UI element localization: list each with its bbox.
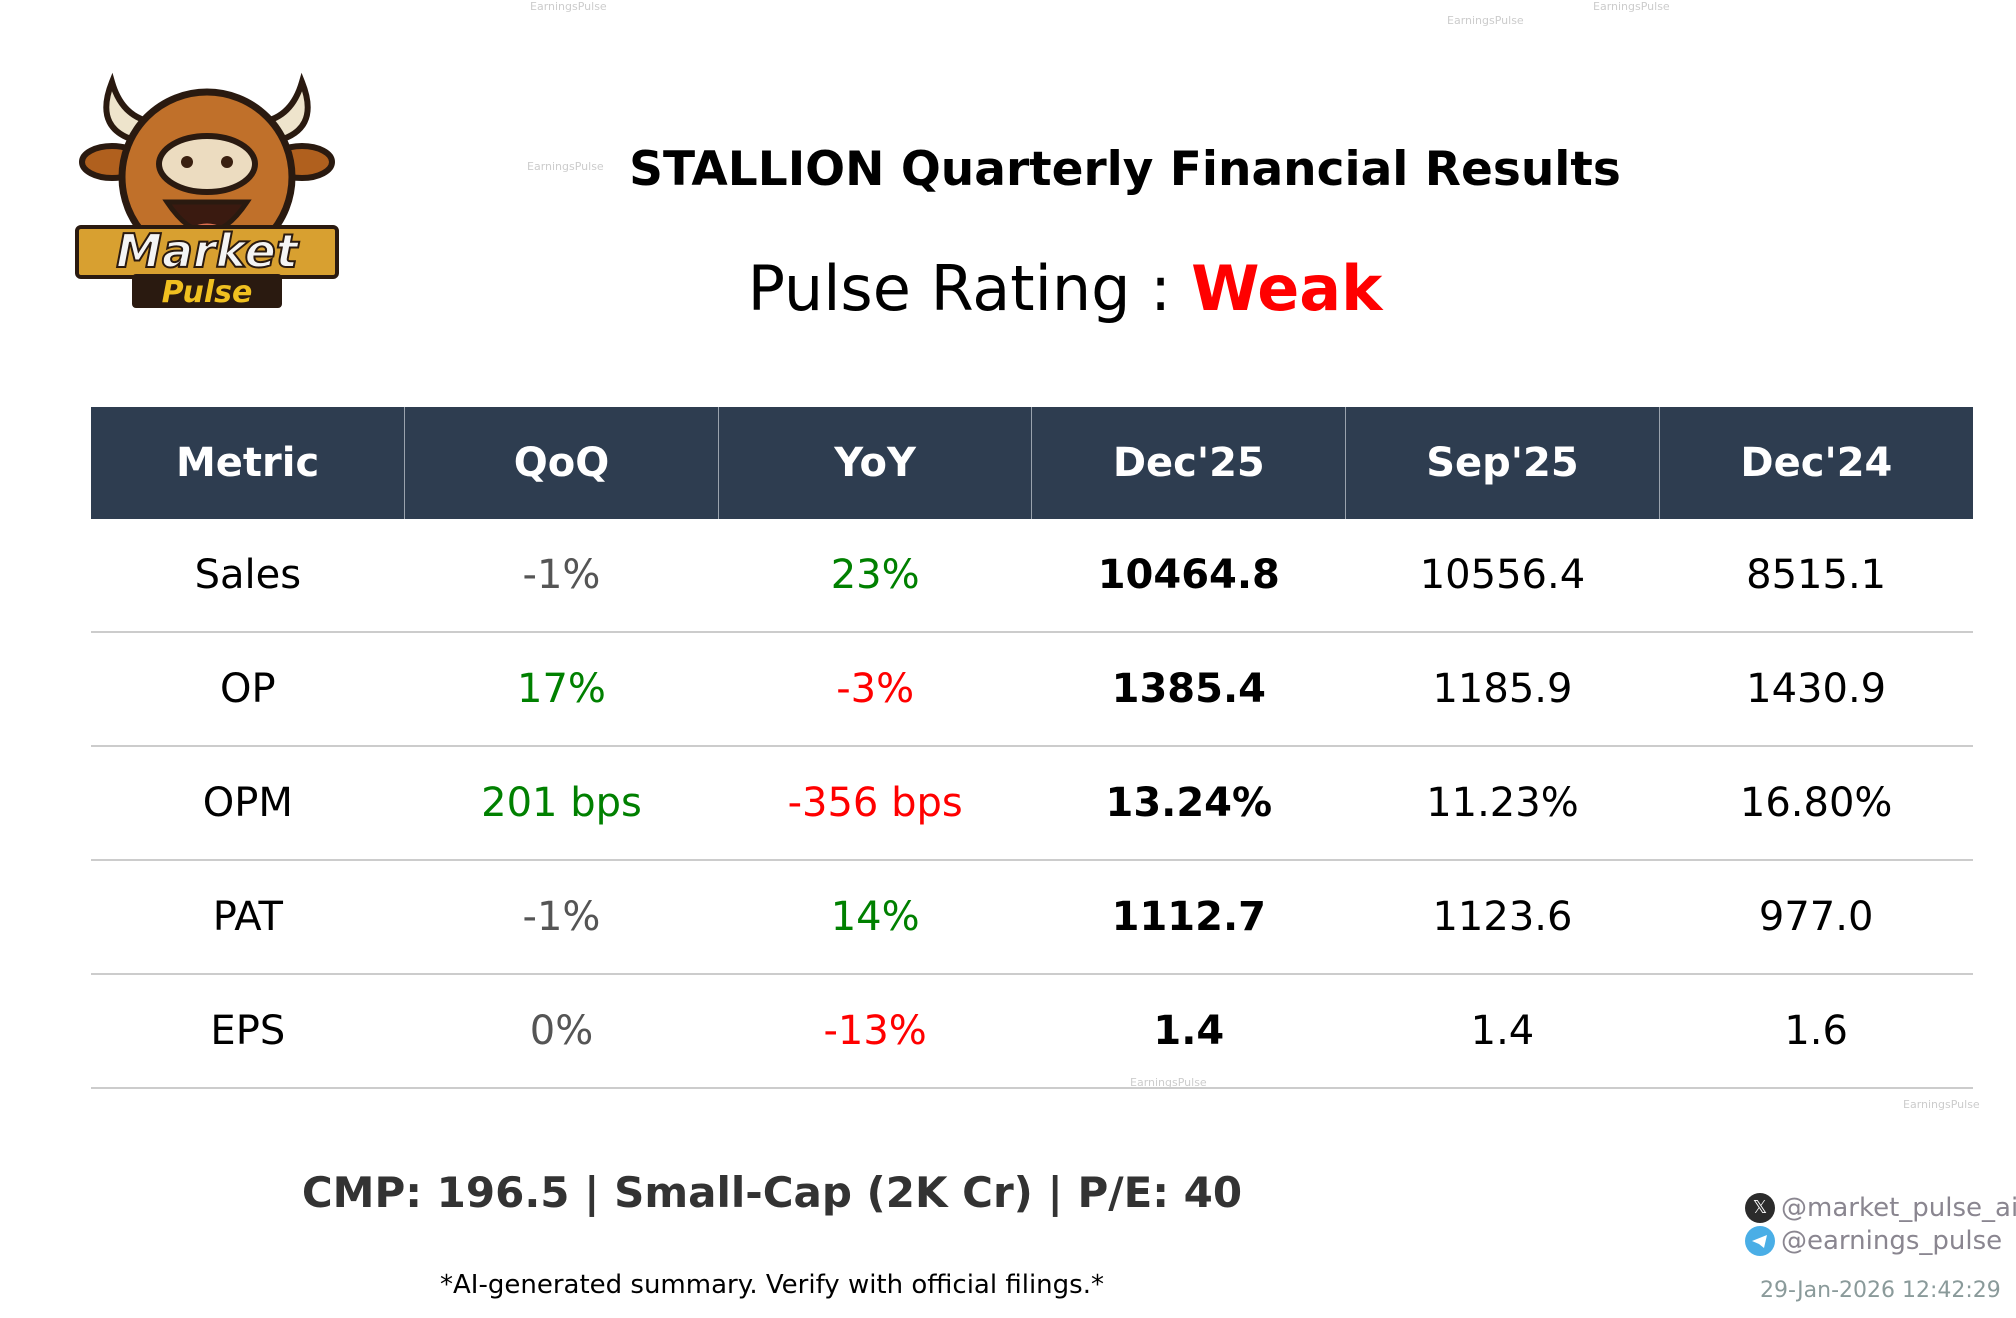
yoy-cell: -356 bps xyxy=(718,746,1032,861)
pulse-rating: Pulse Rating : Weak xyxy=(0,252,2016,325)
yoy-cell: -13% xyxy=(718,974,1032,1089)
sep25-cell: 1123.6 xyxy=(1345,860,1660,975)
watermark: EarningsPulse xyxy=(527,160,604,173)
qoq-cell: 17% xyxy=(404,632,719,747)
page-title: STALLION Quarterly Financial Results xyxy=(629,142,1621,197)
x-icon: 𝕏 xyxy=(1745,1193,1775,1223)
header-sep25: Sep'25 xyxy=(1345,407,1660,519)
table-row: OPM 201 bps -356 bps 13.24% 11.23% 16.80% xyxy=(91,746,1973,861)
dec24-cell: 1.6 xyxy=(1659,974,1973,1089)
table-row: Sales -1% 23% 10464.8 10556.4 8515.1 xyxy=(91,519,1973,633)
yoy-cell: 23% xyxy=(718,519,1032,633)
dec24-cell: 8515.1 xyxy=(1659,519,1973,633)
sep25-cell: 1.4 xyxy=(1345,974,1660,1089)
table-row: OP 17% -3% 1385.4 1185.9 1430.9 xyxy=(91,632,1973,747)
watermark: EarningsPulse xyxy=(530,0,607,13)
logo-text-pulse: Pulse xyxy=(162,275,253,310)
qoq-cell: -1% xyxy=(404,519,719,633)
market-pulse-logo: Market Pulse xyxy=(75,72,339,310)
timestamp: 29-Jan-2026 12:42:29 xyxy=(1760,1278,2001,1303)
table-header-row: Metric QoQ YoY Dec'25 Sep'25 Dec'24 xyxy=(91,407,1973,519)
header-qoq: QoQ xyxy=(404,407,719,519)
dec25-cell: 13.24% xyxy=(1031,746,1346,861)
metric-cell: EPS xyxy=(91,974,405,1089)
metric-cell: OP xyxy=(91,632,405,747)
watermark: EarningsPulse xyxy=(1447,14,1524,27)
watermark: EarningsPulse xyxy=(1593,0,1670,13)
header-metric: Metric xyxy=(91,407,405,519)
qoq-cell: -1% xyxy=(404,860,719,975)
header-dec24: Dec'24 xyxy=(1658,407,1973,519)
dec25-cell: 1.4 xyxy=(1031,974,1346,1089)
telegram-handle: @earnings_pulse xyxy=(1781,1226,2003,1256)
pulse-rating-value: Weak xyxy=(1191,252,1383,325)
disclaimer: *AI-generated summary. Verify with offic… xyxy=(440,1270,1104,1300)
dec25-cell: 1385.4 xyxy=(1031,632,1346,747)
qoq-cell: 201 bps xyxy=(404,746,719,861)
sep25-cell: 10556.4 xyxy=(1345,519,1660,633)
header-dec25: Dec'25 xyxy=(1031,407,1346,519)
telegram-icon xyxy=(1745,1226,1775,1256)
sep25-cell: 11.23% xyxy=(1345,746,1660,861)
dec24-cell: 1430.9 xyxy=(1659,632,1973,747)
x-handle-link[interactable]: 𝕏 @market_pulse_ai xyxy=(1745,1193,2016,1223)
metric-cell: Sales xyxy=(91,519,405,633)
sep25-cell: 1185.9 xyxy=(1345,632,1660,747)
telegram-handle-link[interactable]: @earnings_pulse xyxy=(1745,1226,2002,1256)
watermark: EarningsPulse xyxy=(1903,1098,1980,1111)
header-yoy: YoY xyxy=(717,407,1032,519)
yoy-cell: -3% xyxy=(718,632,1032,747)
x-handle: @market_pulse_ai xyxy=(1781,1193,2016,1223)
dec24-cell: 16.80% xyxy=(1659,746,1973,861)
dec25-cell: 10464.8 xyxy=(1031,519,1346,633)
logo-text-market: Market xyxy=(116,224,300,278)
yoy-cell: 14% xyxy=(718,860,1032,975)
qoq-cell: 0% xyxy=(404,974,719,1089)
pulse-rating-label: Pulse Rating : xyxy=(747,252,1172,325)
table-row: PAT -1% 14% 1112.7 1123.6 977.0 xyxy=(91,860,1973,975)
dec25-cell: 1112.7 xyxy=(1031,860,1346,975)
metric-cell: PAT xyxy=(91,860,405,975)
table-row: EPS 0% -13% 1.4 1.4 1.6 xyxy=(91,974,1973,1089)
financial-results-table: Metric QoQ YoY Dec'25 Sep'25 Dec'24 Sale… xyxy=(91,407,1973,1089)
metric-cell: OPM xyxy=(91,746,405,861)
market-summary: CMP: 196.5 | Small-Cap (2K Cr) | P/E: 40 xyxy=(301,1168,1243,1217)
dec24-cell: 977.0 xyxy=(1659,860,1973,975)
